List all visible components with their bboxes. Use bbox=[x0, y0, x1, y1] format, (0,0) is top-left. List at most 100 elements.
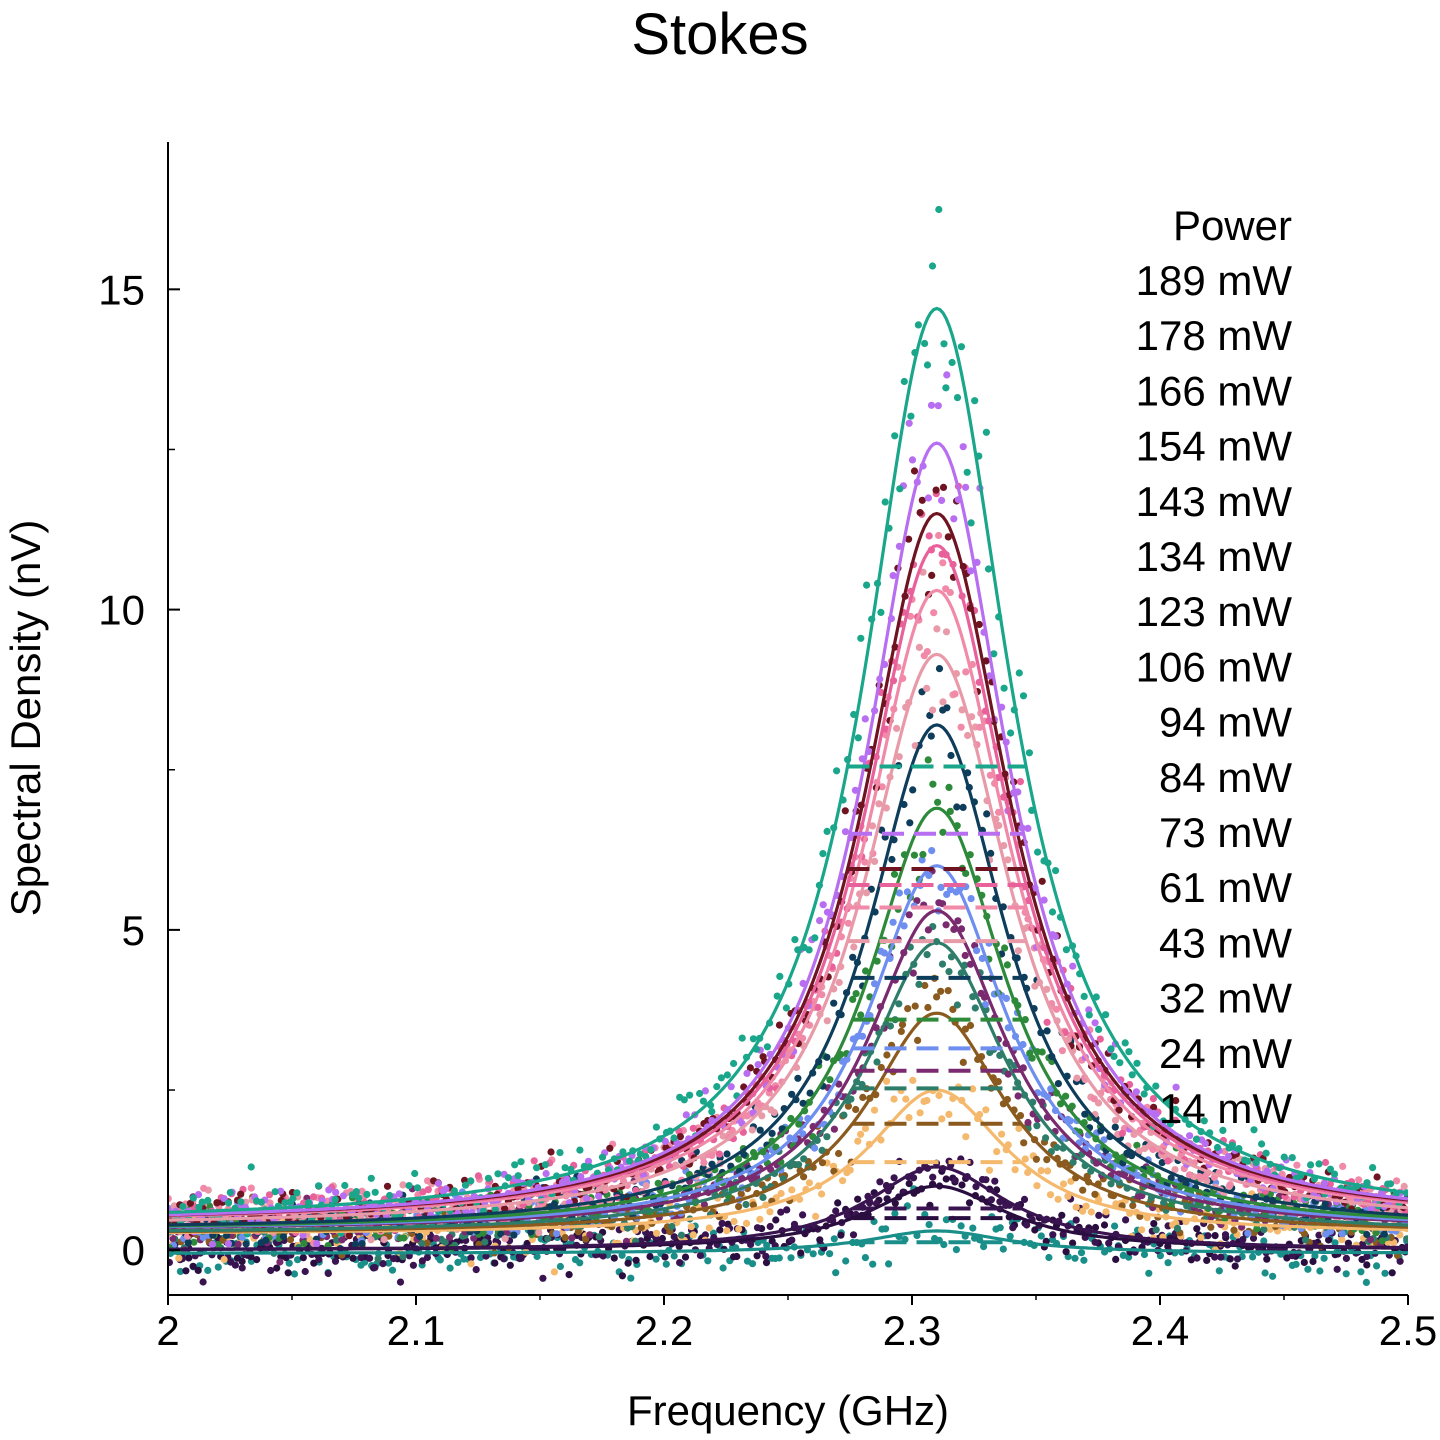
data-point bbox=[949, 1005, 957, 1014]
data-point bbox=[1152, 1226, 1160, 1234]
data-point bbox=[763, 1043, 772, 1051]
data-point bbox=[305, 1199, 313, 1207]
data-point bbox=[882, 1225, 890, 1233]
legend-entry: 24 mW bbox=[1159, 1030, 1292, 1077]
data-point bbox=[441, 1238, 449, 1246]
data-point bbox=[380, 1235, 388, 1244]
data-point bbox=[951, 1176, 959, 1184]
data-point bbox=[1102, 1208, 1110, 1216]
data-point bbox=[514, 1172, 522, 1180]
data-point bbox=[301, 1267, 309, 1276]
data-point bbox=[1082, 1202, 1090, 1210]
data-point bbox=[826, 1076, 834, 1084]
data-point bbox=[1193, 1254, 1201, 1262]
data-point bbox=[1042, 1237, 1050, 1245]
data-point bbox=[1338, 1230, 1346, 1238]
data-point bbox=[869, 1260, 877, 1268]
data-point bbox=[895, 889, 904, 897]
data-point bbox=[1152, 1082, 1160, 1090]
data-point bbox=[1006, 1232, 1014, 1240]
data-point bbox=[205, 1202, 214, 1210]
data-point bbox=[854, 1195, 862, 1203]
data-point bbox=[1090, 1095, 1098, 1103]
data-point bbox=[1288, 1154, 1296, 1162]
data-point bbox=[1150, 1103, 1158, 1111]
data-point bbox=[1054, 1195, 1062, 1203]
data-point bbox=[1249, 1234, 1258, 1242]
fit-line bbox=[168, 1165, 1408, 1251]
data-point bbox=[759, 1193, 767, 1201]
data-point bbox=[799, 1099, 807, 1107]
data-point bbox=[491, 1205, 499, 1214]
data-point bbox=[948, 358, 956, 367]
data-point bbox=[1400, 1182, 1408, 1190]
data-point bbox=[1111, 1116, 1120, 1124]
data-point bbox=[766, 1222, 774, 1231]
data-point bbox=[1338, 1236, 1346, 1244]
y-tick-label: 10 bbox=[98, 587, 145, 634]
data-point bbox=[929, 1173, 937, 1181]
data-point bbox=[701, 1087, 710, 1095]
data-point bbox=[313, 1240, 321, 1248]
data-point bbox=[799, 1130, 807, 1138]
data-point bbox=[1221, 1231, 1230, 1239]
data-point bbox=[1100, 1221, 1109, 1229]
data-point bbox=[907, 412, 915, 420]
data-point bbox=[816, 1236, 824, 1244]
data-point bbox=[782, 1004, 791, 1012]
data-point bbox=[599, 1252, 607, 1260]
data-point bbox=[1095, 1211, 1103, 1219]
data-point bbox=[1363, 1179, 1371, 1187]
data-point bbox=[568, 1234, 576, 1242]
data-point bbox=[738, 1034, 746, 1042]
data-point bbox=[1102, 1011, 1110, 1019]
data-point bbox=[1100, 1136, 1108, 1144]
data-point bbox=[234, 1240, 242, 1248]
data-point bbox=[962, 1133, 970, 1141]
data-point bbox=[1014, 947, 1023, 955]
data-point bbox=[1007, 729, 1015, 737]
data-point bbox=[939, 483, 948, 491]
data-point bbox=[446, 1233, 454, 1241]
data-point bbox=[823, 1017, 831, 1025]
data-point bbox=[1033, 1122, 1041, 1130]
data-point bbox=[527, 1228, 535, 1236]
data-point bbox=[959, 1058, 967, 1066]
data-point bbox=[939, 698, 947, 706]
data-point bbox=[980, 1243, 988, 1251]
data-point bbox=[797, 1249, 805, 1257]
data-point bbox=[1110, 1052, 1118, 1060]
data-point bbox=[748, 1260, 757, 1268]
data-point bbox=[204, 1196, 212, 1205]
data-point bbox=[1014, 1092, 1022, 1100]
data-point bbox=[861, 858, 869, 866]
data-point bbox=[542, 1170, 550, 1178]
data-point bbox=[946, 886, 955, 894]
data-point bbox=[861, 1124, 870, 1132]
data-point bbox=[662, 1260, 670, 1268]
data-point bbox=[367, 1174, 375, 1182]
data-point bbox=[716, 1226, 724, 1234]
data-point bbox=[576, 1259, 584, 1267]
data-point bbox=[773, 992, 781, 1000]
data-point bbox=[309, 1193, 318, 1201]
data-point bbox=[279, 1232, 288, 1241]
data-point bbox=[857, 1011, 865, 1019]
data-point bbox=[777, 1189, 785, 1198]
data-point bbox=[809, 1250, 817, 1258]
data-point bbox=[238, 1257, 246, 1265]
data-point bbox=[561, 1234, 569, 1242]
data-point bbox=[993, 1148, 1001, 1156]
data-point bbox=[816, 917, 824, 925]
data-point bbox=[168, 1258, 173, 1266]
data-point bbox=[873, 1058, 881, 1066]
legend-entry: 84 mW bbox=[1159, 754, 1292, 801]
data-point bbox=[843, 1212, 852, 1220]
data-point bbox=[647, 1146, 655, 1154]
data-point bbox=[837, 1231, 845, 1239]
data-point bbox=[411, 1169, 419, 1178]
data-point bbox=[1059, 1230, 1067, 1238]
data-point bbox=[1193, 1225, 1201, 1233]
data-point bbox=[1260, 1226, 1268, 1234]
data-point bbox=[285, 1259, 293, 1267]
